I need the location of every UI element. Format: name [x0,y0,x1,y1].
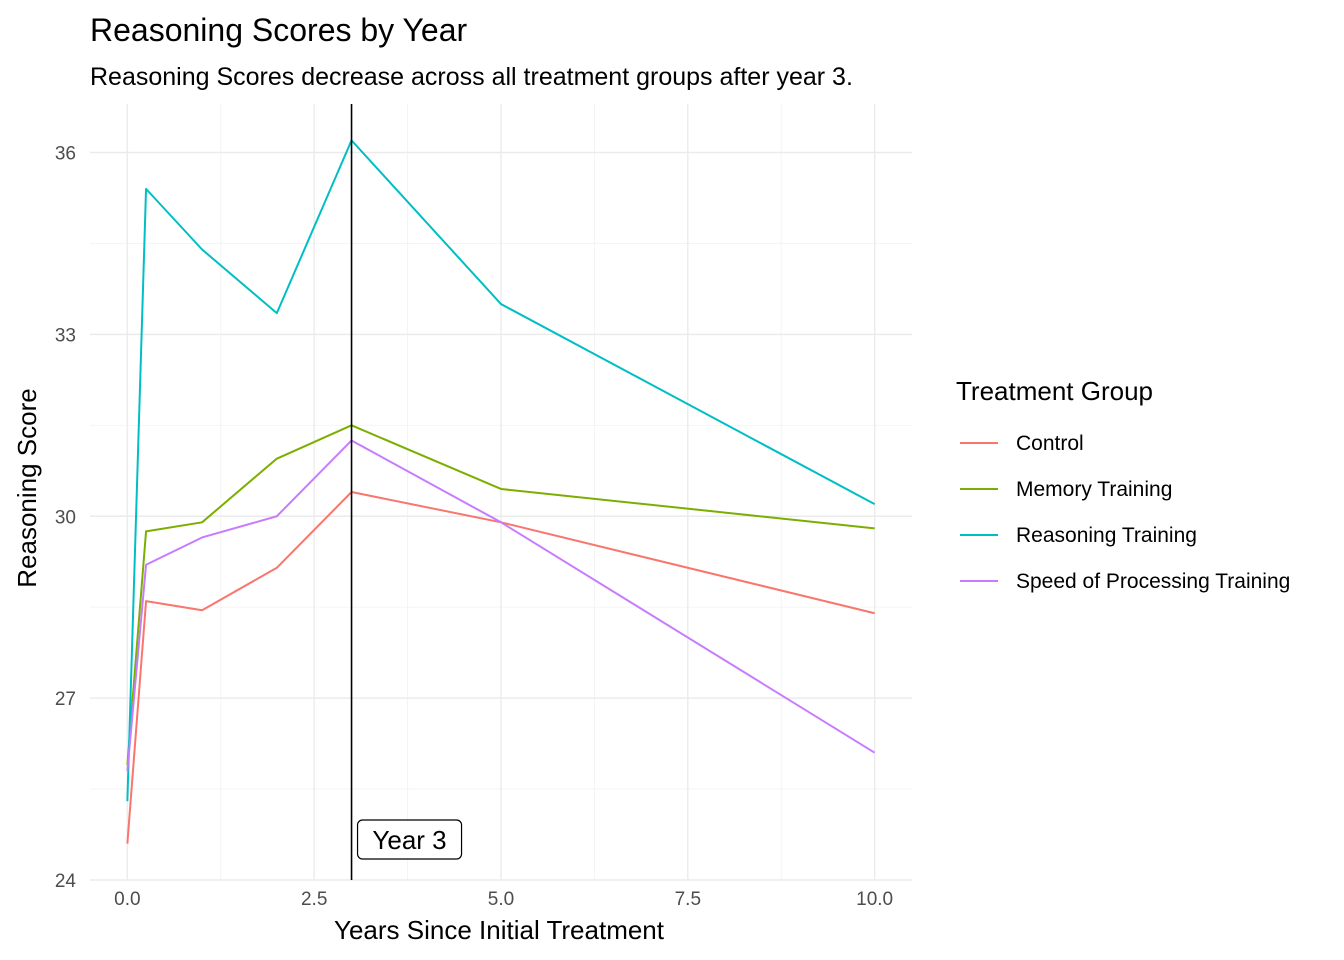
x-axis-title: Years Since Initial Treatment [334,915,665,945]
x-tick-label: 5.0 [488,889,514,910]
annotation-label-box [356,819,463,860]
y-tick-label: 27 [55,689,76,710]
x-axis-ticks: 0.0 2.5 5.0 7.5 10.0 [114,889,893,910]
annotation-label: Year 3 [372,825,446,855]
legend-item: Speed of Processing Training [960,570,1290,593]
legend: Treatment Group Control Memory Training Re… [956,376,1290,593]
y-axis-title: Reasoning Score [12,388,42,587]
year-3-annotation: Year 3 [356,819,463,860]
chart-title: Reasoning Scores by Year [90,12,467,48]
chart-subtitle: Reasoning Scores decrease across all tre… [90,63,853,91]
legend-label: Speed of Processing Training [1016,570,1290,593]
x-tick-label: 2.5 [301,889,327,910]
y-tick-label: 36 [55,144,76,165]
legend-label: Memory Training [1016,478,1172,501]
grid [90,104,912,881]
legend-label: Reasoning Training [1016,524,1197,547]
legend-item: Reasoning Training [960,524,1197,547]
annotations: Year 3 [350,104,463,880]
y-tick-label: 30 [55,507,76,528]
series-line-memory-training [126,424,875,765]
legend-item: Control [960,432,1084,455]
legend-label: Control [1016,432,1084,455]
y-axis-ticks: 24 27 30 33 36 [55,144,77,893]
x-tick-label: 0.0 [114,889,140,910]
x-tick-label: 7.5 [675,889,701,910]
series-lines [126,139,876,844]
legend-title: Treatment Group [956,376,1153,406]
y-tick-label: 24 [55,871,77,892]
y-tick-label: 33 [55,325,76,346]
series-line-reasoning-training [126,139,876,802]
legend-item: Memory Training [960,478,1172,501]
series-line-speed-of-processing-training [126,439,876,771]
x-tick-label: 10.0 [856,889,893,910]
